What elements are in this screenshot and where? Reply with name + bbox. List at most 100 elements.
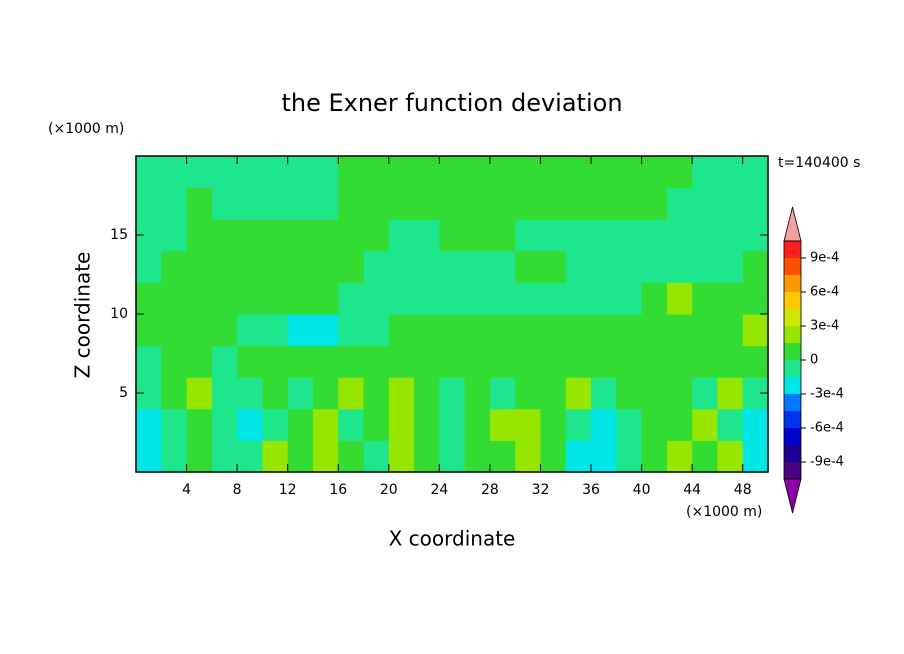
contour-cell	[312, 408, 339, 441]
contour-cell	[742, 440, 769, 473]
contour-cell	[136, 250, 162, 283]
contour-cell	[262, 187, 289, 220]
contour-cell	[414, 408, 440, 441]
colorbar-band	[784, 275, 801, 292]
contour-cell	[540, 250, 567, 283]
contour-cell	[692, 314, 718, 347]
contour-cell	[262, 156, 289, 189]
x-tick-label: 40	[633, 482, 651, 498]
contour-cell	[666, 156, 693, 189]
annotation: t=140400 s	[778, 155, 860, 171]
contour-cell	[489, 314, 516, 347]
contour-cell	[565, 408, 592, 441]
contour-cell	[338, 282, 365, 315]
contour-cell	[414, 440, 440, 473]
contour-cell	[186, 440, 213, 473]
contour-cell	[515, 345, 541, 378]
contour-cell	[312, 156, 339, 189]
x-tick-label: 24	[430, 482, 448, 498]
contour-cell	[692, 187, 718, 220]
contour-cell	[237, 440, 263, 473]
contour-cell	[439, 377, 466, 410]
contour-cell	[616, 440, 643, 473]
x-tick-label: 8	[233, 482, 242, 498]
contour-cell	[616, 250, 643, 283]
contour-cell	[338, 250, 365, 283]
contour-cell	[211, 377, 238, 410]
contour-cell	[616, 187, 643, 220]
contour-cell	[489, 377, 516, 410]
contour-cell	[161, 408, 188, 441]
contour-cell	[591, 377, 617, 410]
contour-cell	[388, 314, 415, 347]
contour-cell	[641, 156, 668, 189]
contour-cell	[717, 250, 744, 283]
contour-cell	[262, 408, 289, 441]
contour-cell	[136, 156, 162, 189]
contour-cell	[515, 219, 541, 252]
contour-cell	[565, 440, 592, 473]
contour-cell	[312, 314, 339, 347]
contour-cell	[388, 250, 415, 283]
contour-cell	[186, 377, 213, 410]
contour-cell	[363, 250, 390, 283]
contour-cell	[591, 156, 617, 189]
contour-cell	[540, 408, 567, 441]
contour-cell	[641, 250, 668, 283]
contour-cell	[616, 282, 643, 315]
contour-cell	[136, 345, 162, 378]
contour-cell	[742, 314, 769, 347]
contour-cell	[186, 345, 213, 378]
contour-cell	[186, 250, 213, 283]
y-tick-label: 5	[119, 385, 128, 401]
contour-cell	[666, 408, 693, 441]
y-unit: (×1000 m)	[48, 121, 124, 137]
contour-cell	[515, 282, 541, 315]
contour-cell	[489, 345, 516, 378]
colorbar-band	[784, 428, 801, 445]
contour-cell	[414, 219, 440, 252]
contour-cell	[742, 345, 769, 378]
contour-cell	[287, 156, 314, 189]
contour-cell	[591, 219, 617, 252]
contour-cell	[363, 408, 390, 441]
x-tick-label: 32	[532, 482, 550, 498]
contour-cell	[591, 250, 617, 283]
contour-cell	[692, 440, 718, 473]
contour-cell	[641, 314, 668, 347]
contour-cell	[742, 156, 769, 189]
contour-cell	[186, 187, 213, 220]
contour-cell	[414, 156, 440, 189]
contour-cell	[489, 282, 516, 315]
contour-cell	[666, 377, 693, 410]
contour-cell	[136, 408, 162, 441]
contour-cell	[717, 156, 744, 189]
colorbar-band	[784, 462, 801, 479]
contour-cell	[464, 219, 491, 252]
contour-cell	[641, 282, 668, 315]
contour-cell	[692, 377, 718, 410]
contour-cell	[515, 408, 541, 441]
contour-cell	[666, 219, 693, 252]
contour-cell	[742, 187, 769, 220]
contour-cell	[262, 345, 289, 378]
contour-cell	[136, 314, 162, 347]
contour-cell	[237, 250, 263, 283]
contour-cell	[363, 440, 390, 473]
contour-cell	[565, 219, 592, 252]
contour-cell	[692, 250, 718, 283]
contour-cell	[641, 440, 668, 473]
x-tick-label: 4	[182, 482, 191, 498]
contour-cell	[262, 377, 289, 410]
contour-cell	[363, 156, 390, 189]
contour-cell	[312, 377, 339, 410]
contour-cell	[439, 219, 466, 252]
contour-cell	[591, 440, 617, 473]
contour-cell	[717, 377, 744, 410]
contour-cell	[287, 314, 314, 347]
contour-cell	[388, 282, 415, 315]
x-tick-label: 28	[481, 482, 499, 498]
contour-cell	[489, 219, 516, 252]
contour-cell	[540, 345, 567, 378]
contour-cell	[414, 345, 440, 378]
